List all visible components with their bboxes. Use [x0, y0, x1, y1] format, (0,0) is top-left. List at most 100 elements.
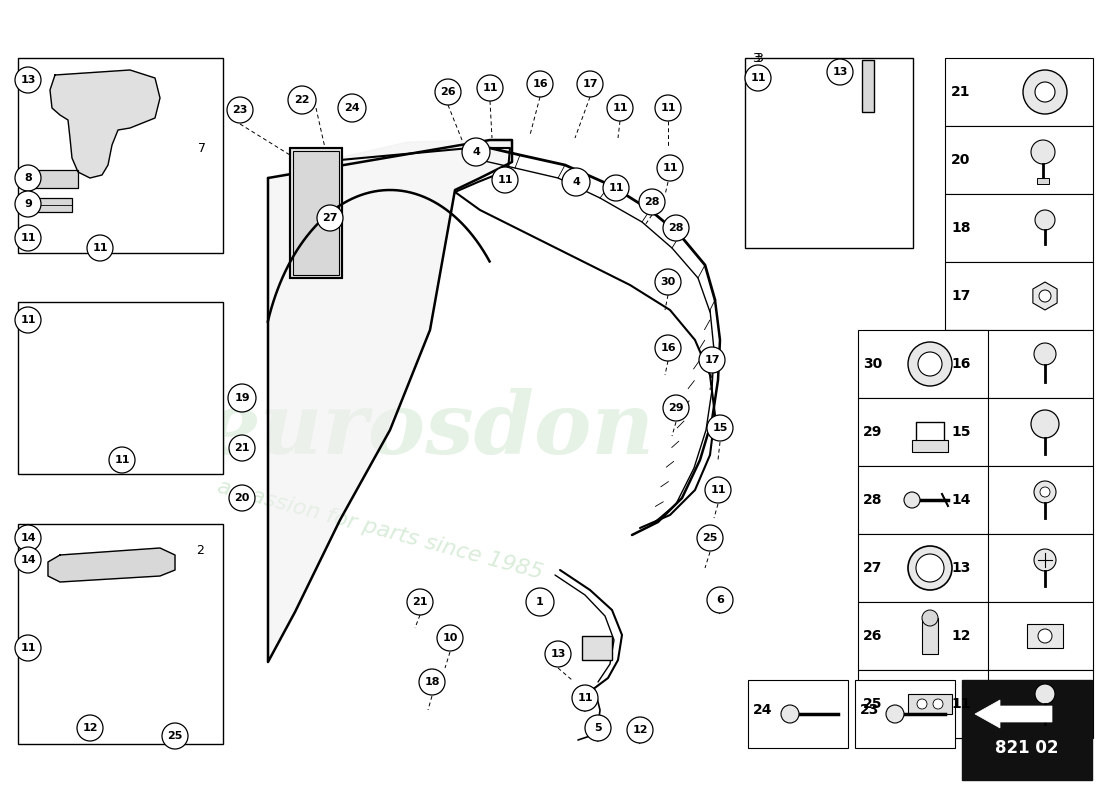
Text: 23: 23	[232, 105, 248, 115]
Circle shape	[781, 705, 799, 723]
Text: 26: 26	[440, 87, 455, 97]
Text: 1: 1	[536, 597, 543, 607]
Circle shape	[654, 95, 681, 121]
Text: 25: 25	[167, 731, 183, 741]
Text: 23: 23	[860, 703, 879, 717]
Circle shape	[916, 554, 944, 582]
Circle shape	[627, 717, 653, 743]
Circle shape	[827, 59, 853, 85]
Circle shape	[15, 525, 41, 551]
FancyBboxPatch shape	[945, 534, 1093, 602]
Circle shape	[15, 635, 41, 661]
Text: 16: 16	[532, 79, 548, 89]
Text: 29: 29	[668, 403, 684, 413]
Text: 13: 13	[550, 649, 565, 659]
Text: 15: 15	[713, 423, 728, 433]
Circle shape	[1023, 70, 1067, 114]
Polygon shape	[48, 548, 175, 582]
Text: 6: 6	[716, 595, 724, 605]
FancyBboxPatch shape	[945, 58, 1093, 126]
Circle shape	[707, 587, 733, 613]
Text: 4: 4	[472, 147, 480, 157]
FancyBboxPatch shape	[912, 440, 948, 452]
Circle shape	[1040, 487, 1050, 497]
Text: 8: 8	[24, 173, 32, 183]
FancyBboxPatch shape	[945, 126, 1093, 194]
Text: 2: 2	[196, 543, 204, 557]
Circle shape	[654, 335, 681, 361]
Text: 11: 11	[613, 103, 628, 113]
Circle shape	[77, 715, 103, 741]
Text: 11: 11	[578, 693, 593, 703]
Text: 14: 14	[952, 493, 970, 507]
Text: 17: 17	[952, 289, 970, 303]
Circle shape	[572, 685, 598, 711]
FancyBboxPatch shape	[293, 151, 339, 275]
Text: 18: 18	[425, 677, 440, 687]
Circle shape	[918, 352, 942, 376]
FancyBboxPatch shape	[290, 148, 342, 278]
Circle shape	[1031, 410, 1059, 438]
FancyBboxPatch shape	[745, 58, 913, 248]
Text: 11: 11	[608, 183, 624, 193]
Circle shape	[109, 447, 135, 473]
Text: 30: 30	[864, 357, 882, 371]
Text: 9: 9	[24, 199, 32, 209]
Circle shape	[908, 342, 952, 386]
Circle shape	[87, 235, 113, 261]
Circle shape	[1034, 549, 1056, 571]
Text: 11: 11	[92, 243, 108, 253]
Circle shape	[562, 168, 590, 196]
Circle shape	[697, 525, 723, 551]
Circle shape	[15, 547, 41, 573]
Circle shape	[1035, 684, 1055, 704]
Text: 25: 25	[864, 697, 882, 711]
Text: a passion for parts since 1985: a passion for parts since 1985	[214, 477, 544, 583]
FancyBboxPatch shape	[858, 670, 988, 738]
Circle shape	[917, 699, 927, 709]
Text: eurosdon: eurosdon	[206, 388, 654, 472]
Text: 11: 11	[660, 103, 675, 113]
Circle shape	[654, 269, 681, 295]
Text: 11: 11	[114, 455, 130, 465]
Circle shape	[317, 205, 343, 231]
Text: 14: 14	[20, 555, 36, 565]
FancyBboxPatch shape	[18, 524, 223, 744]
Text: 15: 15	[952, 425, 970, 439]
Text: 12: 12	[632, 725, 648, 735]
Polygon shape	[268, 140, 510, 660]
Circle shape	[707, 415, 733, 441]
FancyBboxPatch shape	[945, 194, 1093, 262]
Text: 20: 20	[234, 493, 250, 503]
Text: 10: 10	[442, 633, 458, 643]
Circle shape	[462, 138, 490, 166]
Circle shape	[492, 167, 518, 193]
Text: 3: 3	[755, 51, 763, 65]
Circle shape	[228, 384, 256, 412]
Polygon shape	[1033, 282, 1057, 310]
Circle shape	[745, 65, 771, 91]
Text: 28: 28	[669, 223, 684, 233]
FancyBboxPatch shape	[1037, 178, 1049, 184]
Text: 24: 24	[344, 103, 360, 113]
FancyBboxPatch shape	[855, 680, 955, 748]
FancyBboxPatch shape	[945, 466, 1093, 534]
Circle shape	[933, 699, 943, 709]
Circle shape	[229, 485, 255, 511]
FancyBboxPatch shape	[945, 330, 1093, 398]
Text: 13: 13	[833, 67, 848, 77]
Circle shape	[904, 492, 920, 508]
FancyBboxPatch shape	[858, 534, 988, 602]
Text: 11: 11	[482, 83, 497, 93]
FancyBboxPatch shape	[858, 602, 988, 670]
FancyBboxPatch shape	[945, 398, 1093, 466]
Circle shape	[544, 641, 571, 667]
Circle shape	[908, 546, 952, 590]
Text: 28: 28	[864, 493, 882, 507]
Text: 5: 5	[594, 723, 602, 733]
Circle shape	[15, 225, 41, 251]
FancyBboxPatch shape	[962, 680, 1092, 780]
Circle shape	[663, 215, 689, 241]
FancyBboxPatch shape	[858, 398, 988, 466]
Text: 18: 18	[952, 221, 970, 235]
